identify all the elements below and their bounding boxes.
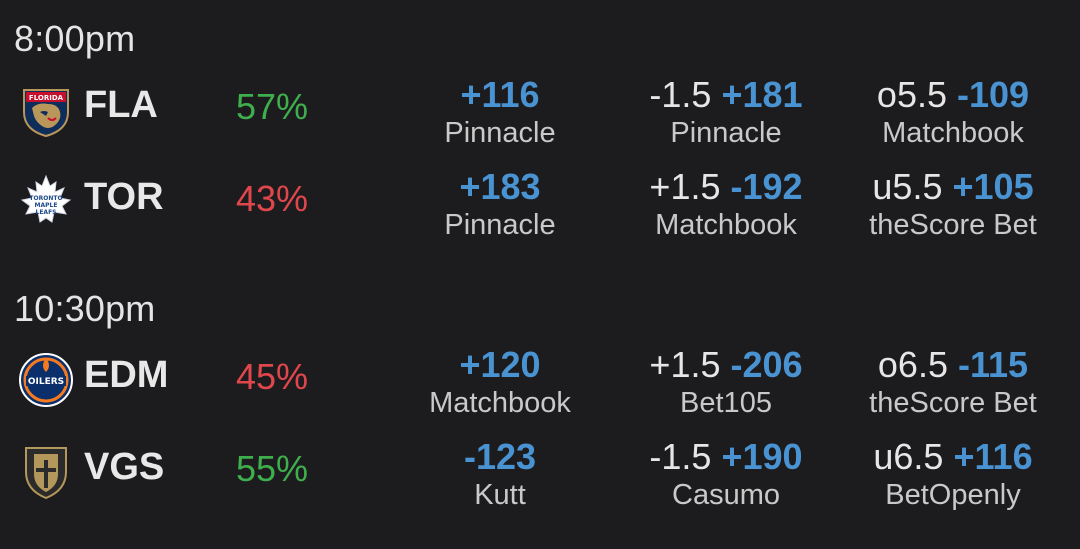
team-abbr: FLA: [84, 84, 158, 126]
panthers-logo-icon: FLORIDA: [18, 82, 74, 138]
win-probability: 45%: [236, 356, 309, 397]
golden-knights-logo-icon: [18, 444, 74, 500]
team-row-fla[interactable]: FLORIDA FLA 57% +116 Pinnacle -1.5 +181 …: [0, 74, 1080, 164]
moneyline-odds[interactable]: +183 Pinnacle: [385, 166, 615, 242]
team-row-tor[interactable]: TORONTO MAPLE LEAFS TOR 43% +183 Pinnacl…: [0, 166, 1080, 256]
maple-leafs-logo-icon: TORONTO MAPLE LEAFS: [18, 174, 74, 230]
spread-odds[interactable]: -1.5 +190 Casumo: [611, 436, 841, 512]
spread-odds[interactable]: -1.5 +181 Pinnacle: [611, 74, 841, 150]
spread-line: +1.5: [649, 166, 721, 207]
odds-price: -192: [730, 166, 803, 207]
odds-price: -109: [957, 74, 1030, 115]
total-line: u6.5: [873, 436, 944, 477]
win-probability: 57%: [236, 86, 309, 127]
moneyline-odds[interactable]: +120 Matchbook: [385, 344, 615, 420]
team-abbr: TOR: [84, 176, 164, 218]
sportsbook-name: Kutt: [474, 479, 526, 511]
total-odds[interactable]: u6.5 +116 BetOpenly: [838, 436, 1068, 512]
spread-odds[interactable]: +1.5 -192 Matchbook: [611, 166, 841, 242]
svg-text:OILERS: OILERS: [28, 377, 64, 387]
total-line: o6.5: [877, 344, 948, 385]
total-line: u5.5: [872, 166, 943, 207]
sportsbook-name: theScore Bet: [869, 209, 1037, 241]
moneyline-odds[interactable]: -123 Kutt: [385, 436, 615, 512]
spread-line: +1.5: [649, 344, 721, 385]
odds-price: +183: [459, 166, 541, 207]
team-abbr: EDM: [84, 354, 169, 396]
svg-text:LEAFS: LEAFS: [36, 209, 57, 216]
sportsbook-name: theScore Bet: [869, 387, 1037, 419]
win-probability: 43%: [236, 178, 309, 219]
odds-price: -123: [463, 436, 537, 477]
sportsbook-name: Matchbook: [655, 209, 797, 241]
sportsbook-name: Casumo: [672, 479, 780, 511]
win-probability: 55%: [236, 448, 309, 489]
spread-odds[interactable]: +1.5 -206 Bet105: [611, 344, 841, 420]
sportsbook-name: Pinnacle: [444, 117, 556, 149]
odds-price: -115: [958, 344, 1029, 385]
odds-price: +116: [460, 74, 540, 115]
odds-price: +190: [721, 436, 803, 477]
sportsbook-name: Matchbook: [429, 387, 571, 419]
sportsbook-name: Matchbook: [882, 117, 1024, 149]
spread-line: -1.5: [649, 436, 712, 477]
total-line: o5.5: [876, 74, 947, 115]
svg-text:TORONTO: TORONTO: [29, 195, 62, 202]
team-row-vgs[interactable]: VGS 55% -123 Kutt -1.5 +190 Casumo u6.5 …: [0, 436, 1080, 526]
sportsbook-name: BetOpenly: [885, 479, 1021, 511]
svg-text:FLORIDA: FLORIDA: [29, 94, 64, 102]
odds-price: +116: [953, 436, 1033, 477]
total-odds[interactable]: o6.5 -115 theScore Bet: [838, 344, 1068, 420]
game-time: 10:30pm: [14, 288, 156, 329]
sportsbook-name: Pinnacle: [444, 209, 556, 241]
team-abbr: VGS: [84, 446, 165, 488]
svg-text:MAPLE: MAPLE: [35, 202, 58, 209]
sportsbook-name: Pinnacle: [670, 117, 782, 149]
total-odds[interactable]: u5.5 +105 theScore Bet: [838, 166, 1068, 242]
odds-price: -206: [730, 344, 803, 385]
odds-price: +120: [459, 344, 541, 385]
game-time: 8:00pm: [14, 18, 136, 59]
sportsbook-name: Bet105: [680, 387, 772, 419]
oilers-logo-icon: OILERS: [18, 352, 74, 408]
spread-line: -1.5: [649, 74, 712, 115]
odds-price: +105: [952, 166, 1034, 207]
odds-price: +181: [721, 74, 803, 115]
total-odds[interactable]: o5.5 -109 Matchbook: [838, 74, 1068, 150]
moneyline-odds[interactable]: +116 Pinnacle: [385, 74, 615, 150]
team-row-edm[interactable]: OILERS EDM 45% +120 Matchbook +1.5 -206 …: [0, 344, 1080, 434]
